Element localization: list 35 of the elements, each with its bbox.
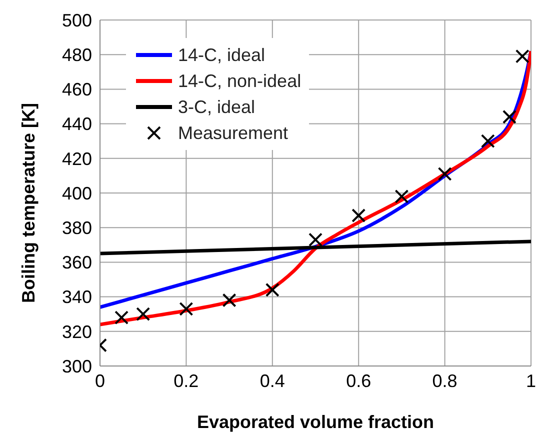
y-tick-label: 340 [62,287,92,308]
y-tick-label: 480 [62,44,92,65]
point [265,282,280,297]
point [480,134,495,148]
x-tick-label: 0.4 [260,370,285,391]
point [438,166,452,181]
y-tick-label: 380 [62,218,92,238]
point [114,310,129,325]
x-axis-title: Evaporated volume fraction [196,412,434,432]
point [179,302,194,316]
point [136,307,150,322]
y-tick-label: 360 [62,252,92,273]
legend-label: Measurement [178,122,288,145]
y-tick-label: 420 [62,148,92,169]
point [394,189,409,204]
y-tick-label: 440 [62,114,92,134]
y-tick-label: 320 [62,322,92,342]
y-axis-title: Boiling temperature [K] [18,102,38,303]
x-tick-label: 0 [94,370,106,391]
legend-label: 14-C, ideal [178,44,266,67]
x-tick-label: 0.6 [346,370,372,391]
point [352,208,366,222]
point [502,110,516,124]
legend-label: 3-C, ideal [178,96,256,119]
point [515,49,530,64]
point [222,293,236,308]
y-tick-label: 460 [62,80,92,100]
point [308,232,322,247]
x-tick-label: 0.8 [432,370,458,391]
y-tick-label: 500 [62,10,92,30]
y-tick-label: 300 [62,356,92,376]
y-tick-label: 400 [62,183,92,204]
legend-label: 14-C, non-ideal [178,70,302,93]
x-tick-label: 0.2 [174,370,199,391]
x-tick-label: 1 [526,370,536,391]
